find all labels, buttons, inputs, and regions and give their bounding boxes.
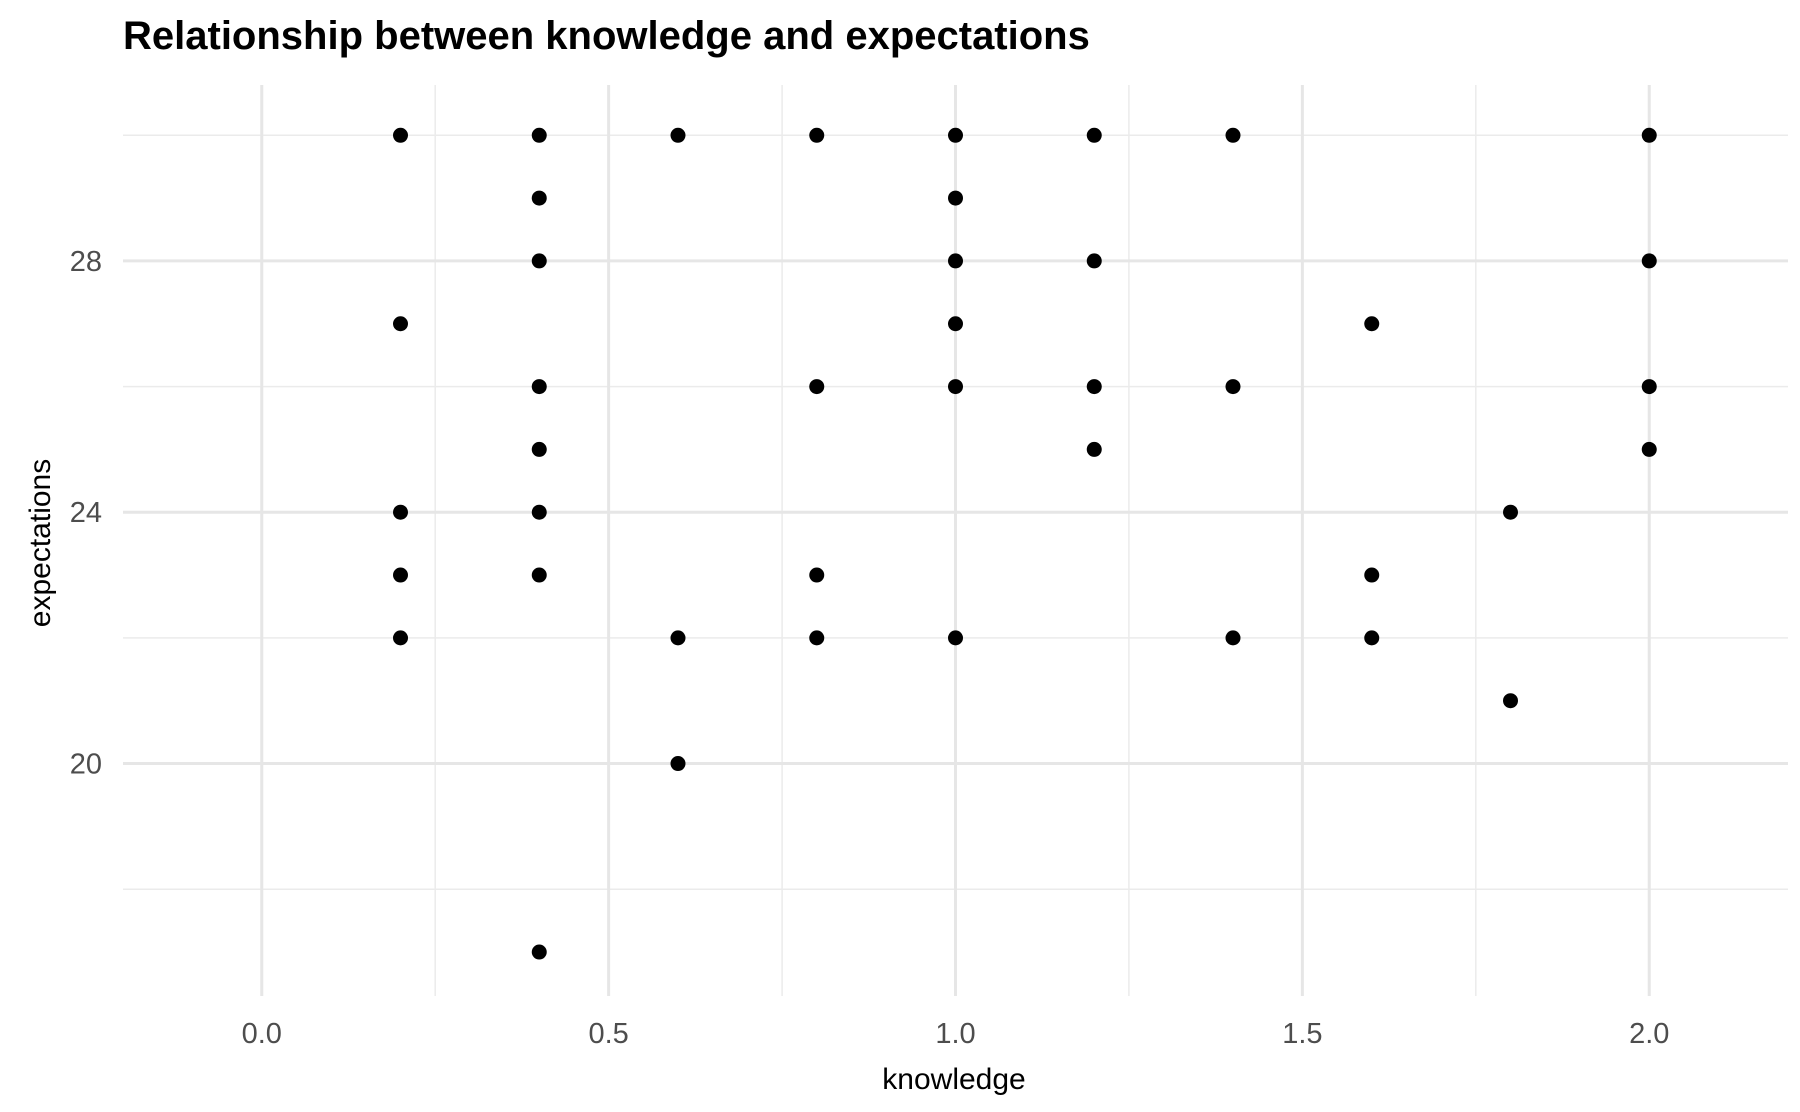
data-point bbox=[1086, 127, 1102, 143]
data-point bbox=[531, 441, 547, 457]
data-point bbox=[948, 253, 963, 269]
data-point bbox=[1086, 379, 1102, 395]
data-point bbox=[1641, 127, 1657, 143]
data-point bbox=[393, 630, 408, 646]
data-point bbox=[393, 127, 408, 143]
data-point bbox=[531, 944, 547, 960]
data-point bbox=[1503, 504, 1518, 520]
x-tick-label: 2.0 bbox=[1629, 1018, 1669, 1050]
x-tick-label: 0.5 bbox=[588, 1018, 628, 1050]
data-point bbox=[1225, 127, 1241, 143]
data-point bbox=[1225, 630, 1241, 646]
data-point bbox=[809, 127, 825, 143]
data-point bbox=[1503, 693, 1518, 709]
data-point bbox=[948, 316, 963, 332]
data-points bbox=[393, 127, 1657, 960]
data-point bbox=[531, 379, 547, 395]
y-tick-label: 24 bbox=[70, 497, 102, 529]
data-point bbox=[948, 630, 963, 646]
data-point bbox=[531, 190, 547, 206]
data-point bbox=[948, 190, 963, 206]
x-tick-label: 0.0 bbox=[242, 1018, 282, 1050]
data-point bbox=[948, 379, 963, 395]
y-axis-title: expectations bbox=[24, 459, 57, 627]
data-point bbox=[393, 504, 408, 520]
data-point bbox=[1086, 441, 1102, 457]
data-point bbox=[1641, 379, 1657, 395]
data-point bbox=[393, 316, 408, 332]
data-point bbox=[1225, 379, 1241, 395]
data-point bbox=[531, 253, 547, 269]
x-tick-label: 1.0 bbox=[935, 1018, 975, 1050]
x-tick-label: 1.5 bbox=[1282, 1018, 1322, 1050]
data-point bbox=[948, 127, 963, 143]
y-tick-label: 20 bbox=[70, 749, 102, 781]
data-point bbox=[1641, 441, 1657, 457]
x-axis-title: knowledge bbox=[882, 1063, 1025, 1096]
data-point bbox=[809, 379, 825, 395]
data-point bbox=[670, 127, 686, 143]
x-axis-tick-labels: 0.0 0.5 1.0 1.5 2.0 bbox=[242, 1018, 1670, 1050]
data-point bbox=[531, 127, 547, 143]
y-axis-tick-labels: 20 24 28 bbox=[70, 246, 102, 781]
y-tick-label: 28 bbox=[70, 246, 102, 278]
chart-title: Relationship between knowledge and expec… bbox=[123, 14, 1090, 58]
data-point bbox=[1364, 316, 1380, 332]
data-point bbox=[393, 567, 408, 583]
data-point bbox=[531, 504, 547, 520]
data-point bbox=[1364, 567, 1380, 583]
data-point bbox=[1086, 253, 1102, 269]
data-point bbox=[1641, 253, 1657, 269]
data-point bbox=[809, 567, 825, 583]
data-point bbox=[1364, 630, 1380, 646]
data-point bbox=[809, 630, 825, 646]
data-point bbox=[670, 630, 686, 646]
data-point bbox=[531, 567, 547, 583]
data-point bbox=[670, 756, 686, 772]
grid-lines bbox=[123, 85, 1788, 996]
